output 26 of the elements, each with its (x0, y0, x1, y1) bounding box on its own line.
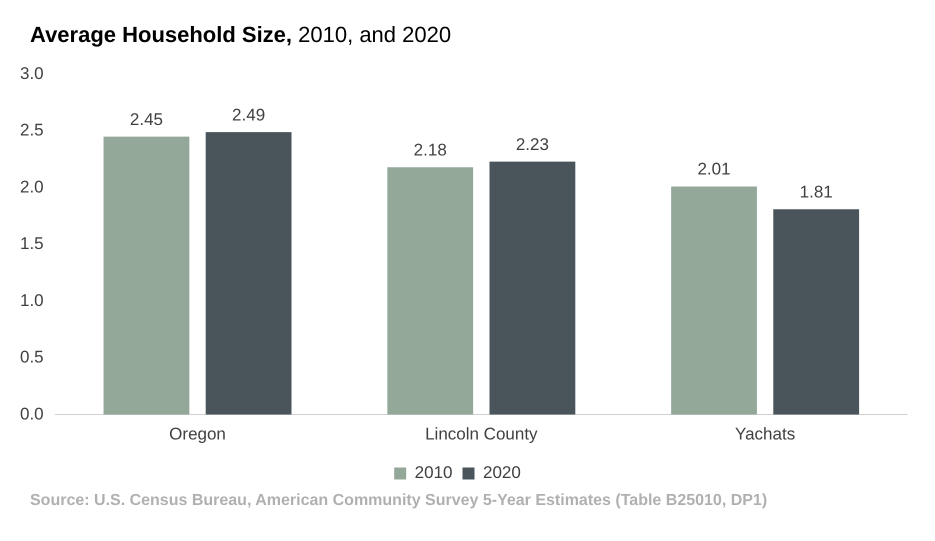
y-tick-label: 0.0 (20, 404, 44, 424)
data-label: 2.23 (516, 134, 549, 154)
y-tick-label: 3.0 (20, 64, 44, 83)
data-label: 1.81 (800, 182, 833, 202)
bar (671, 186, 757, 415)
data-label: 2.45 (130, 110, 163, 129)
data-label: 2.18 (414, 140, 447, 160)
y-tick-label: 2.5 (20, 120, 44, 140)
data-label: 2.49 (232, 105, 266, 124)
legend-label: 2020 (483, 463, 521, 482)
bar (104, 136, 190, 415)
chart-title: Average Household Size, 2010, and 2020 (29, 21, 452, 49)
y-tick-label: 0.5 (20, 348, 44, 367)
bar (773, 209, 860, 415)
bar (206, 132, 292, 415)
data-label: 2.01 (697, 160, 731, 179)
bar (489, 162, 576, 415)
x-tick-label: Lincoln County (425, 424, 538, 444)
bar (387, 167, 474, 415)
y-tick-label: 1.5 (20, 234, 44, 254)
x-tick-label: Oregon (169, 424, 226, 444)
y-tick-label: 2.0 (20, 177, 44, 196)
source-note: Source: U.S. Census Bureau, American Community Survey 5-Year Estimates (Table B25010, DP1) (29, 492, 768, 510)
y-tick-label: 1.0 (20, 290, 44, 310)
legend-label: 2010 (414, 463, 453, 482)
x-tick-label: Yachats (735, 424, 796, 444)
